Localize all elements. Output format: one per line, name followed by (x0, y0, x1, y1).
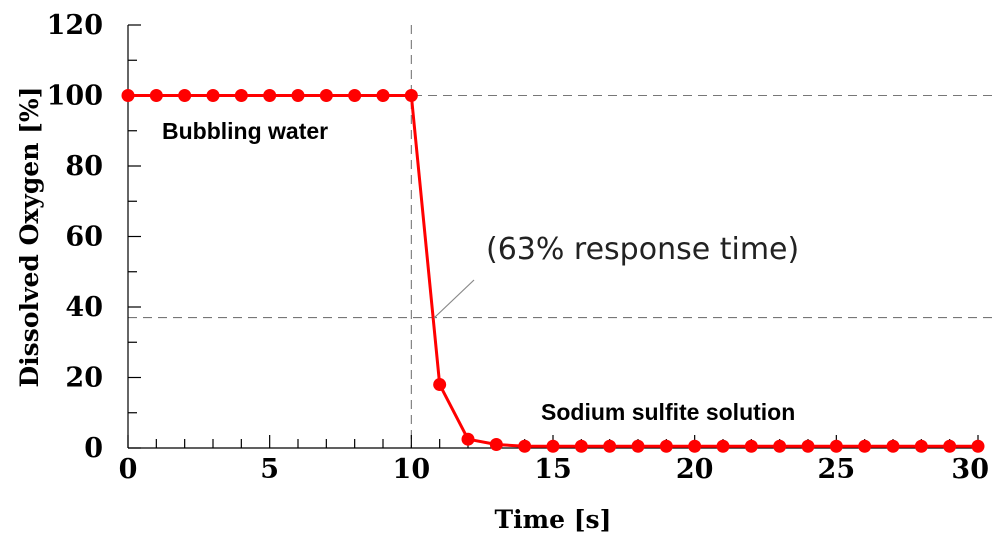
annotations: Bubbling water Sodium sulfite solution (… (162, 118, 799, 425)
data-point-29 (943, 439, 957, 453)
data-point-30 (971, 439, 985, 453)
data-point-2 (178, 89, 192, 102)
data-point-27 (886, 439, 900, 453)
data-point-8 (348, 89, 362, 102)
data-point-5 (263, 89, 277, 102)
data-point-7 (319, 89, 333, 102)
series-line-0 (128, 94, 978, 448)
data-point-20 (688, 439, 702, 453)
x-tick-label-10: 10 (393, 454, 431, 485)
annotation-bubbling-water: Bubbling water (162, 118, 328, 144)
data-point-4 (234, 89, 248, 102)
data-point-3 (206, 89, 220, 102)
data-point-12 (461, 432, 475, 446)
y-tick-label-100: 100 (47, 81, 103, 112)
x-tick-label-30: 30 (951, 454, 989, 485)
y-tick-label-60: 60 (65, 222, 103, 253)
x-tick-label-15: 15 (534, 454, 572, 485)
data-point-13 (489, 437, 503, 451)
data-point-10 (404, 89, 418, 102)
annotation-sodium-sulfite: Sodium sulfite solution (541, 399, 795, 425)
x-tick-label-20: 20 (676, 454, 714, 485)
x-tick-label-5: 5 (260, 454, 279, 485)
data-point-16 (574, 439, 588, 453)
data-point-19 (659, 439, 673, 453)
data-point-22 (744, 439, 758, 453)
data-point-6 (291, 89, 305, 102)
x-axis-title: Time [s] (495, 505, 612, 534)
data-point-21 (716, 439, 730, 453)
data-point-11 (433, 378, 447, 392)
y-tick-label-80: 80 (65, 151, 103, 182)
data-point-24 (801, 439, 815, 453)
data-point-9 (376, 89, 390, 102)
data-point-26 (858, 439, 872, 453)
y-tick-label-20: 20 (65, 363, 103, 394)
y-tick-label-0: 0 (84, 433, 103, 464)
y-tick-label-120: 120 (47, 10, 103, 41)
y-tick-label-40: 40 (65, 292, 103, 323)
data-point-28 (914, 439, 928, 453)
data-series (121, 89, 985, 453)
annotation-response-time: (63% response time) (486, 232, 799, 267)
data-point-23 (773, 439, 787, 453)
data-point-15 (546, 439, 560, 453)
x-tick-label-0: 0 (119, 454, 138, 485)
data-point-0 (121, 89, 135, 102)
reference-lines (128, 25, 993, 448)
data-point-1 (149, 89, 163, 102)
data-point-17 (603, 439, 617, 453)
data-point-14 (518, 439, 532, 453)
data-point-18 (631, 439, 645, 453)
data-point-25 (829, 439, 843, 453)
x-tick-label-25: 25 (818, 454, 856, 485)
y-axis-title: Dissolved Oxygen [%] (15, 86, 44, 387)
annotation-pointer-line (433, 279, 475, 319)
